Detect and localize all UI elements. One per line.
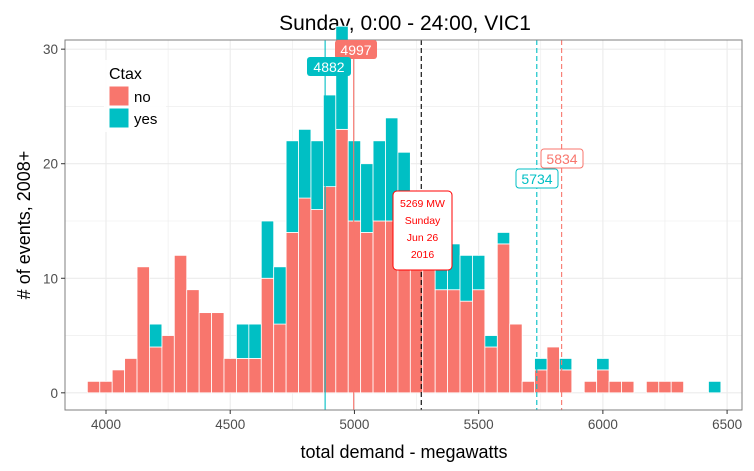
chart-title: Sunday, 0:00 - 24:00, VIC1	[279, 12, 531, 35]
bar-yes	[298, 128, 312, 199]
bar-no	[161, 335, 175, 394]
bar-no	[434, 289, 448, 394]
bar-no	[546, 346, 560, 394]
x-axis-ticks: 4000 4500 5000 5500 6000 6500	[91, 410, 742, 432]
actual-line-3: Jun 26	[407, 232, 439, 244]
y-tick-label: 20	[43, 157, 58, 172]
bar-yes	[273, 266, 287, 325]
bar-no	[608, 380, 622, 394]
legend-label-yes: yes	[134, 111, 157, 128]
actual-line-4: 2016	[411, 249, 435, 261]
legend: Ctax no yes	[104, 60, 166, 132]
bar-yes	[347, 140, 362, 222]
bar-yes	[496, 232, 511, 245]
bar-yes	[472, 254, 486, 291]
legend-key-yes	[108, 107, 130, 129]
bar-no	[496, 243, 511, 394]
bar-yes	[236, 323, 250, 359]
bar-yes	[248, 323, 262, 359]
actual-line-1: 5269 MW	[400, 198, 445, 210]
bar-no	[583, 380, 598, 394]
y-axis-ticks: 0 10 20 30	[43, 42, 65, 401]
y-tick-label: 10	[43, 271, 58, 286]
x-axis-title: total demand - megawatts	[300, 442, 507, 462]
bar-no	[459, 300, 473, 394]
bar-no	[236, 358, 250, 394]
median-no-label: 4997	[335, 40, 377, 59]
bar-no	[99, 380, 113, 394]
bar-no	[248, 358, 262, 394]
bar-no	[310, 209, 324, 394]
bar-yes	[534, 358, 548, 371]
bar-no	[472, 289, 486, 394]
x-tick-label: 5000	[339, 417, 369, 432]
bar-no	[447, 289, 461, 394]
bar-yes	[558, 358, 573, 371]
bar-yes	[149, 323, 163, 348]
median-yes-label: 4882	[307, 57, 351, 76]
bar-no	[335, 128, 349, 394]
x-tick-label: 4500	[215, 417, 245, 432]
bar-no	[372, 220, 386, 394]
bar-yes	[372, 140, 386, 222]
actual-demand-label: 5269 MW Sunday Jun 26 2016	[392, 190, 453, 271]
bar-no	[422, 266, 436, 394]
y-axis-title: # of events, 2008+	[14, 151, 34, 300]
bar-no	[347, 220, 362, 394]
bar-yes	[310, 140, 324, 210]
bar-no	[658, 380, 672, 394]
bar-no	[521, 380, 535, 394]
bar-yes	[285, 140, 299, 233]
x-tick-label: 4000	[91, 417, 121, 432]
bar-no	[124, 358, 138, 394]
bar-yes	[360, 163, 374, 233]
x-tick-label: 6500	[712, 417, 742, 432]
bar-no	[149, 346, 163, 394]
bar-no	[509, 323, 523, 394]
bar-no	[298, 197, 312, 394]
bar-no	[198, 312, 212, 394]
legend-label-no: no	[134, 89, 151, 106]
x-tick-label: 5500	[464, 417, 494, 432]
bar-no	[136, 266, 150, 394]
legend-key-no	[108, 85, 130, 107]
bar-no	[360, 232, 374, 394]
bar-no	[211, 312, 225, 394]
bar-no	[111, 369, 126, 394]
bars-series-no	[86, 128, 685, 394]
bar-no	[670, 380, 685, 394]
bar-yes	[708, 380, 722, 394]
bar-yes	[459, 254, 473, 302]
bar-yes	[596, 358, 610, 371]
bar-yes	[322, 94, 337, 188]
p95-yes-label: 5734	[515, 168, 559, 189]
bar-no	[223, 358, 237, 394]
plot-border	[64, 39, 743, 411]
y-tick-label: 0	[50, 386, 58, 401]
bar-no	[645, 380, 660, 394]
bar-no	[596, 369, 610, 394]
legend-title: Ctax	[109, 66, 142, 83]
p95-no-label: 5834	[540, 148, 584, 169]
bar-no	[558, 369, 573, 394]
x-tick-label: 6000	[588, 417, 618, 432]
bar-no	[260, 277, 275, 394]
bar-no	[621, 380, 635, 394]
median-no-text: 4997	[340, 42, 371, 58]
median-yes-text: 4882	[313, 59, 344, 75]
bar-no	[186, 289, 200, 394]
bar-no	[285, 232, 299, 394]
bar-no	[173, 254, 188, 394]
actual-line-2: Sunday	[405, 215, 441, 227]
y-tick-label: 30	[43, 42, 58, 57]
bar-no	[534, 369, 548, 394]
p95-yes-text: 5734	[521, 171, 552, 187]
bar-no	[484, 346, 498, 394]
bar-yes	[484, 335, 498, 348]
bar-no	[86, 380, 101, 394]
bar-no	[273, 323, 287, 394]
p95-no-text: 5834	[546, 151, 577, 167]
bar-yes	[260, 220, 275, 279]
